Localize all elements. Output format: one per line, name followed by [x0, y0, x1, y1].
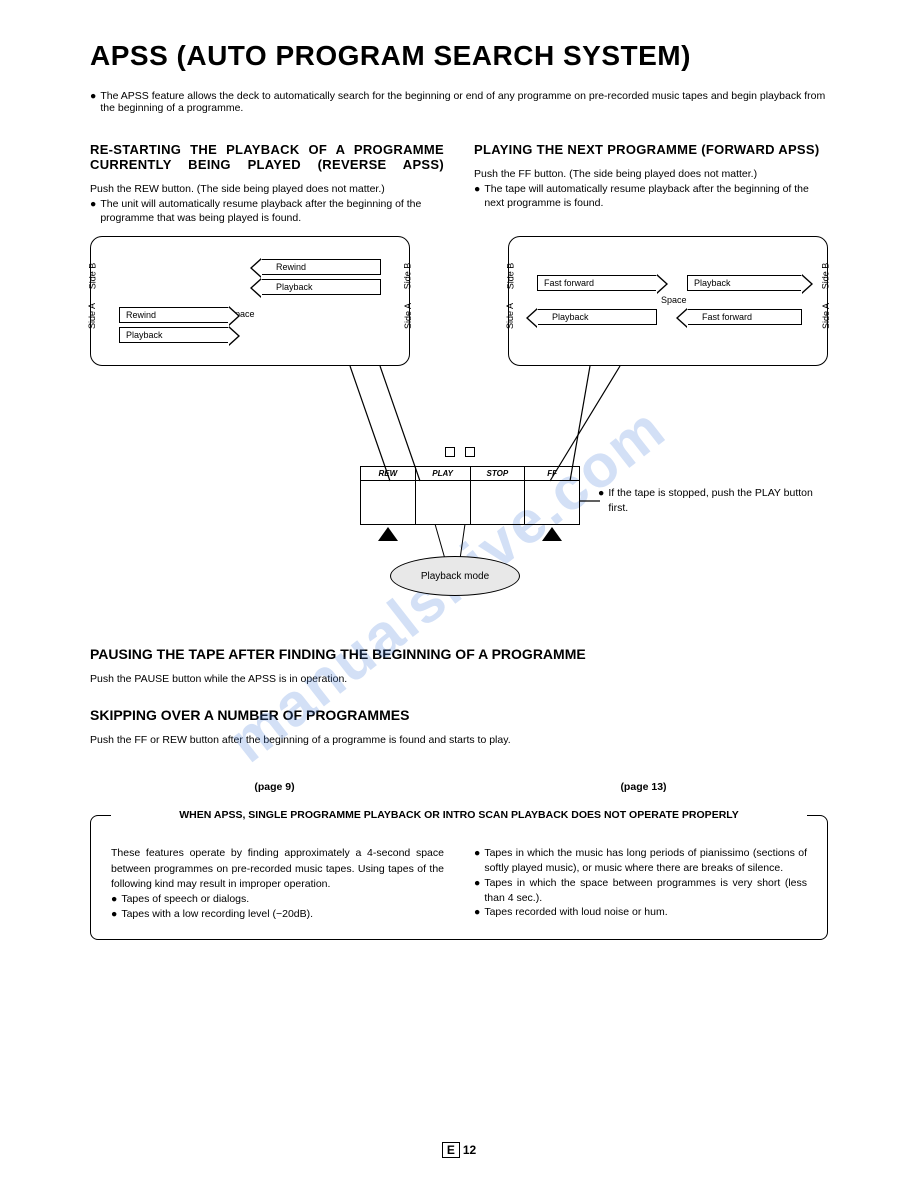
callout-reverse: Side A Side B Side A Side B Rewind Playb… [90, 236, 410, 366]
side-a-label: Side A [403, 303, 413, 329]
play-button [415, 481, 470, 525]
intro-text: The APSS feature allows the deck to auto… [100, 90, 828, 114]
bullet-dot: ● [474, 876, 480, 905]
side-b-label: Side B [505, 263, 515, 290]
playback-arrow: Playback [687, 275, 802, 291]
playback-arrow: Playback [537, 309, 657, 325]
playback-mode-oval: Playback mode [390, 556, 520, 596]
page-ref-9: (page 9) [254, 781, 294, 793]
reverse-apss-heading: RE-STARTING THE PLAYBACK OF A PROGRAMME … [90, 142, 444, 172]
intro-bullet: ● The APSS feature allows the deck to au… [90, 90, 828, 114]
pause-heading: PAUSING THE TAPE AFTER FINDING THE BEGIN… [90, 646, 828, 662]
ff-button [524, 481, 580, 525]
side-a-label: Side A [821, 303, 831, 329]
pause-text: Push the PAUSE button while the APSS is … [90, 672, 828, 687]
play-button-label: PLAY [415, 467, 470, 481]
bullet-dot: ● [474, 905, 480, 920]
playback-arrow: Playback [261, 279, 381, 295]
stop-button [470, 481, 525, 525]
trouble-right-b3: Tapes recorded with loud noise or hum. [484, 905, 667, 920]
trouble-intro: These features operate by finding approx… [111, 846, 444, 892]
forward-apss-heading: PLAYING THE NEXT PROGRAMME (FORWARD APSS… [474, 142, 828, 157]
callout-forward: Side A Side B Side A Side B Fast forward… [508, 236, 828, 366]
page-footer: E12 [0, 1142, 918, 1158]
trouble-right-b2: Tapes in which the space between program… [484, 876, 807, 905]
page-ref-13: (page 13) [620, 781, 666, 793]
rew-button-label: REW [360, 467, 415, 481]
side-a-label: Side A [87, 303, 97, 329]
pointer-triangle [378, 527, 398, 541]
rew-button [360, 481, 415, 525]
side-b-label: Side B [87, 263, 97, 290]
bullet-dot: ● [474, 182, 480, 211]
side-b-label: Side B [403, 263, 413, 290]
stop-button-label: STOP [470, 467, 525, 481]
diagram-area: Side A Side B Side A Side B Rewind Playb… [90, 236, 828, 626]
tape-deck: REW PLAY STOP FF [360, 466, 580, 525]
troubleshoot-box: WHEN APSS, SINGLE PROGRAMME PLAYBACK OR … [90, 815, 828, 940]
bullet-dot: ● [111, 907, 117, 922]
trouble-left-b2: Tapes with a low recording level (−20dB)… [121, 907, 313, 922]
space-label: Space [661, 295, 687, 305]
bullet-dot: ● [474, 846, 480, 875]
pointer-triangle [542, 527, 562, 541]
skip-text: Push the FF or REW button after the begi… [90, 733, 828, 748]
side-a-label: Side A [505, 303, 515, 329]
trouble-left-b1: Tapes of speech or dialogs. [121, 892, 249, 907]
indicator-box [445, 447, 455, 457]
troubleshoot-title: WHEN APSS, SINGLE PROGRAMME PLAYBACK OR … [111, 809, 807, 821]
bullet-dot: ● [90, 90, 96, 114]
bullet-dot: ● [90, 197, 96, 226]
playback-arrow: Playback [119, 327, 229, 343]
fast-forward-arrow: Fast forward [537, 275, 657, 291]
bullet-dot: ● [598, 486, 604, 515]
trouble-right-b1: Tapes in which the music has long period… [484, 846, 807, 875]
page-title: APSS (AUTO PROGRAM SEARCH SYSTEM) [90, 40, 828, 72]
fast-forward-arrow: Fast forward [687, 309, 802, 325]
side-b-label: Side B [821, 263, 831, 290]
rewind-arrow: Rewind [119, 307, 229, 323]
reverse-apss-line1: Push the REW button. (The side being pla… [90, 182, 444, 197]
skip-heading: SKIPPING OVER A NUMBER OF PROGRAMMES [90, 707, 828, 723]
deck-note: ● If the tape is stopped, push the PLAY … [598, 486, 828, 515]
indicator-box [465, 447, 475, 457]
reverse-apss-bullet: The unit will automatically resume playb… [100, 197, 444, 226]
page-e-badge: E [442, 1142, 460, 1158]
page-number: 12 [463, 1143, 476, 1157]
bullet-dot: ● [111, 892, 117, 907]
rewind-arrow: Rewind [261, 259, 381, 275]
forward-apss-bullet: The tape will automatically resume playb… [484, 182, 828, 211]
deck-note-text: If the tape is stopped, push the PLAY bu… [608, 486, 828, 515]
forward-apss-line1: Push the FF button. (The side being play… [474, 167, 828, 182]
ff-button-label: FF [524, 467, 580, 481]
